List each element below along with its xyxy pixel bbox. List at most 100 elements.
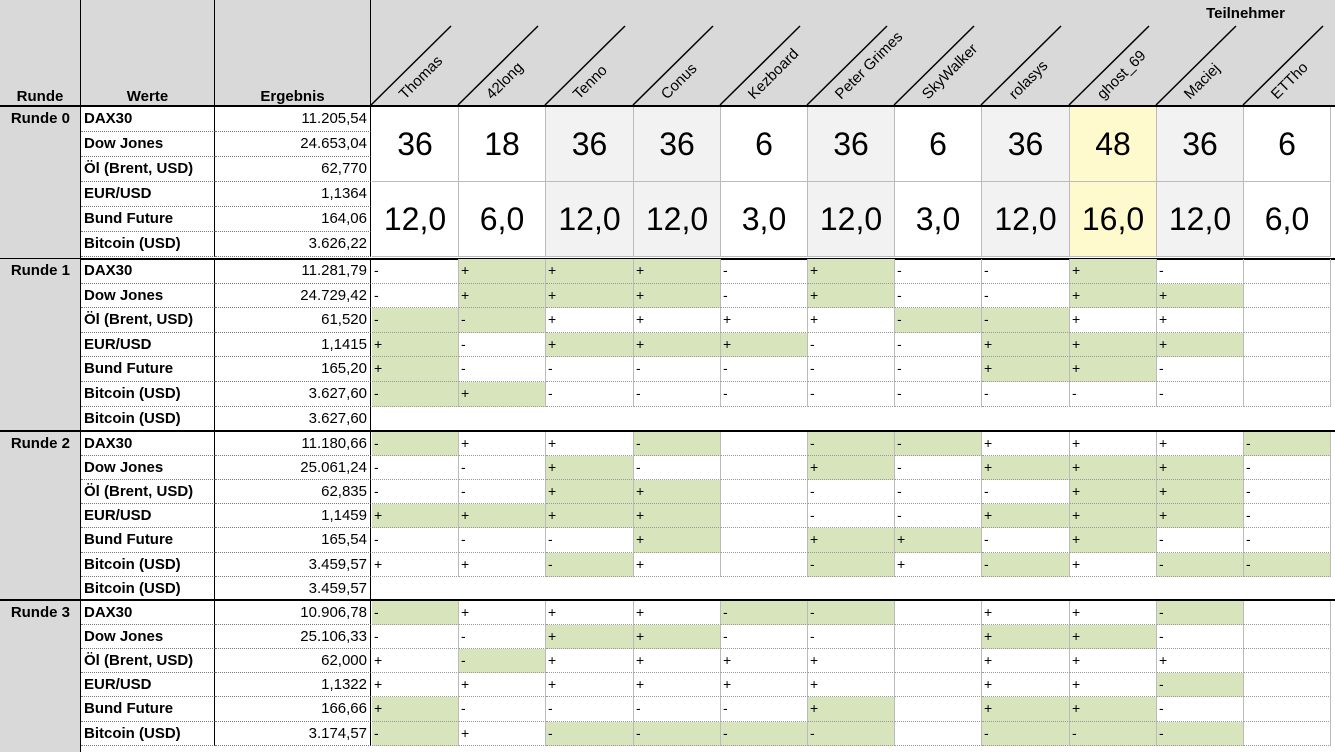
prediction-cell[interactable]: + (546, 625, 634, 649)
prediction-cell[interactable] (721, 432, 808, 456)
werte-cell[interactable]: DAX30 (81, 601, 215, 625)
ergebnis-cell[interactable]: 11.205,54 (215, 107, 371, 132)
prediction-cell[interactable]: + (808, 259, 895, 284)
prediction-cell[interactable]: + (1157, 504, 1244, 528)
prediction-cell[interactable] (721, 480, 808, 504)
prediction-cell[interactable]: + (808, 284, 895, 308)
prediction-cell[interactable] (895, 722, 982, 746)
werte-cell[interactable]: DAX30 (81, 107, 215, 132)
prediction-cell[interactable]: - (721, 722, 808, 746)
werte-cell[interactable]: Bund Future (81, 207, 215, 232)
rating-cell[interactable]: 12,0 (808, 182, 895, 257)
prediction-cell[interactable]: + (982, 649, 1070, 673)
werte-cell[interactable]: Bund Future (81, 697, 215, 722)
prediction-cell[interactable]: + (1070, 673, 1157, 697)
prediction-cell[interactable]: + (634, 504, 721, 528)
prediction-cell[interactable]: + (982, 432, 1070, 456)
participant-name[interactable]: ghost_69 (1094, 47, 1150, 103)
prediction-cell[interactable] (1244, 308, 1331, 333)
werte-cell[interactable]: Öl (Brent, USD) (81, 480, 215, 504)
participant-name[interactable]: Conus (658, 60, 701, 103)
prediction-cell[interactable]: + (372, 673, 459, 697)
prediction-cell[interactable]: - (1157, 259, 1244, 284)
prediction-cell[interactable]: - (1244, 456, 1331, 480)
werte-cell[interactable]: EUR/USD (81, 504, 215, 528)
prediction-cell[interactable]: + (982, 333, 1070, 357)
prediction-cell[interactable]: - (372, 625, 459, 649)
prediction-cell[interactable]: + (1157, 480, 1244, 504)
prediction-cell[interactable]: + (459, 382, 546, 407)
prediction-cell[interactable]: + (372, 357, 459, 382)
ergebnis-cell[interactable]: 165,20 (215, 357, 371, 382)
ergebnis-cell[interactable]: 61,520 (215, 308, 371, 333)
prediction-cell[interactable]: - (982, 722, 1070, 746)
prediction-cell[interactable]: - (808, 722, 895, 746)
prediction-cell[interactable]: - (459, 480, 546, 504)
prediction-cell[interactable] (1244, 259, 1331, 284)
prediction-cell[interactable]: + (1070, 480, 1157, 504)
prediction-cell[interactable]: + (459, 601, 546, 625)
score-cell[interactable]: 6 (721, 107, 808, 182)
ergebnis-cell[interactable]: 165,54 (215, 528, 371, 553)
prediction-cell[interactable]: - (808, 625, 895, 649)
prediction-cell[interactable]: - (459, 625, 546, 649)
prediction-cell[interactable]: - (1157, 722, 1244, 746)
prediction-cell[interactable]: + (546, 649, 634, 673)
prediction-cell[interactable] (721, 553, 808, 577)
participant-name[interactable]: Kezboard (745, 45, 802, 102)
prediction-cell[interactable]: - (721, 697, 808, 722)
prediction-cell[interactable]: - (1070, 722, 1157, 746)
prediction-cell[interactable]: - (1157, 382, 1244, 407)
prediction-cell[interactable]: + (982, 601, 1070, 625)
rating-cell[interactable]: 6,0 (459, 182, 546, 257)
round-label-cell[interactable]: Runde 0 (0, 107, 81, 258)
rating-cell[interactable]: 3,0 (895, 182, 982, 257)
prediction-cell[interactable] (1244, 357, 1331, 382)
prediction-cell[interactable]: + (546, 480, 634, 504)
prediction-cell[interactable]: + (1070, 649, 1157, 673)
prediction-cell[interactable]: + (1070, 308, 1157, 333)
prediction-cell[interactable]: - (721, 382, 808, 407)
ergebnis-cell[interactable]: 62,835 (215, 480, 371, 504)
prediction-cell[interactable]: + (459, 504, 546, 528)
rating-cell[interactable]: 12,0 (372, 182, 459, 257)
prediction-cell[interactable]: + (1070, 697, 1157, 722)
prediction-cell[interactable]: + (1070, 625, 1157, 649)
prediction-cell[interactable]: - (895, 480, 982, 504)
prediction-cell[interactable]: + (546, 333, 634, 357)
werte-cell[interactable]: Dow Jones (81, 284, 215, 308)
prediction-cell[interactable] (895, 625, 982, 649)
prediction-cell[interactable]: + (459, 722, 546, 746)
participant-name[interactable]: rolasys (1006, 57, 1052, 103)
ergebnis-cell[interactable]: 3.627,60 (215, 407, 371, 431)
werte-cell[interactable]: Öl (Brent, USD) (81, 649, 215, 673)
prediction-cell[interactable]: + (808, 673, 895, 697)
prediction-cell[interactable]: + (546, 456, 634, 480)
prediction-cell[interactable]: + (1157, 333, 1244, 357)
werte-cell[interactable]: Öl (Brent, USD) (81, 157, 215, 182)
prediction-cell[interactable]: + (982, 697, 1070, 722)
rating-cell[interactable]: 6,0 (1244, 182, 1331, 257)
werte-cell[interactable]: Bitcoin (USD) (81, 577, 215, 601)
ergebnis-cell[interactable]: 3.627,60 (215, 382, 371, 407)
ergebnis-cell[interactable]: 24.729,42 (215, 284, 371, 308)
prediction-cell[interactable]: - (721, 625, 808, 649)
werte-cell[interactable]: Bitcoin (USD) (81, 722, 215, 746)
prediction-cell[interactable]: - (895, 357, 982, 382)
prediction-cell[interactable]: + (1070, 357, 1157, 382)
prediction-cell[interactable]: - (895, 308, 982, 333)
prediction-cell[interactable] (1244, 673, 1331, 697)
werte-cell[interactable]: EUR/USD (81, 333, 215, 357)
prediction-cell[interactable]: - (721, 259, 808, 284)
prediction-cell[interactable]: - (982, 382, 1070, 407)
prediction-cell[interactable]: + (546, 284, 634, 308)
rating-cell[interactable]: 3,0 (721, 182, 808, 257)
rating-cell[interactable]: 16,0 (1070, 182, 1157, 257)
prediction-cell[interactable] (721, 528, 808, 553)
werte-cell[interactable]: Öl (Brent, USD) (81, 308, 215, 333)
prediction-cell[interactable]: + (721, 673, 808, 697)
participant-name[interactable]: Tenno (570, 62, 611, 103)
prediction-cell[interactable]: - (372, 456, 459, 480)
ergebnis-cell[interactable]: 10.906,78 (215, 601, 371, 625)
rating-cell[interactable]: 12,0 (1157, 182, 1244, 257)
